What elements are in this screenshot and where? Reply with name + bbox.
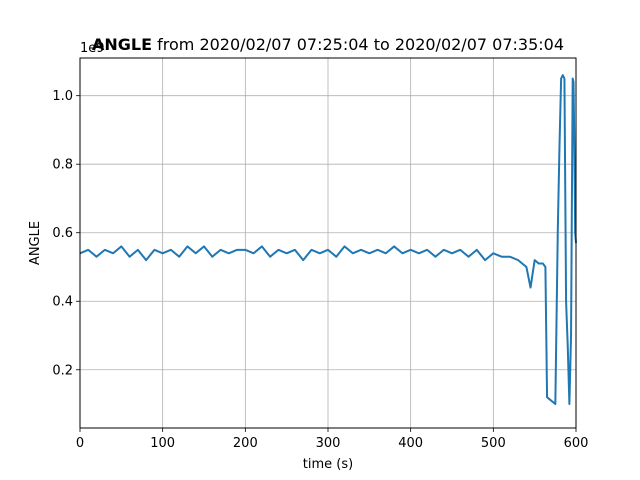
y-axis-label: ANGLE xyxy=(28,221,43,265)
series-layer xyxy=(79,74,577,406)
y-tick-label: 1.0 xyxy=(52,89,73,104)
x-tick-label: 0 xyxy=(76,436,84,451)
x-tick-label: 100 xyxy=(150,436,175,451)
x-axis-ticks: 0 100 200 300 400 500 600 xyxy=(76,428,589,451)
x-tick-label: 600 xyxy=(564,436,589,451)
x-tick-label: 200 xyxy=(233,436,258,451)
x-axis-label: time (s) xyxy=(303,457,353,472)
y-tick-label: 0.2 xyxy=(52,363,73,378)
x-tick-label: 400 xyxy=(398,436,423,451)
chart-title: ANGLE from 2020/02/07 07:25:04 to 2020/0… xyxy=(92,35,564,54)
y-tick-label: 0.4 xyxy=(52,295,73,310)
y-tick-label: 0.8 xyxy=(52,158,73,173)
series-line xyxy=(79,74,577,406)
chart-title-bold: ANGLE xyxy=(92,35,152,54)
y-axis-ticks: 0.2 0.4 0.6 0.8 1.0 xyxy=(52,89,80,378)
chart-title-rest: from 2020/02/07 07:25:04 to 2020/02/07 0… xyxy=(152,35,564,54)
grid-lines xyxy=(79,58,577,428)
y-tick-label: 0.6 xyxy=(52,226,73,241)
x-tick-label: 500 xyxy=(481,436,506,451)
x-tick-label: 300 xyxy=(316,436,341,451)
y-offset-label: 1e9 xyxy=(80,41,105,56)
